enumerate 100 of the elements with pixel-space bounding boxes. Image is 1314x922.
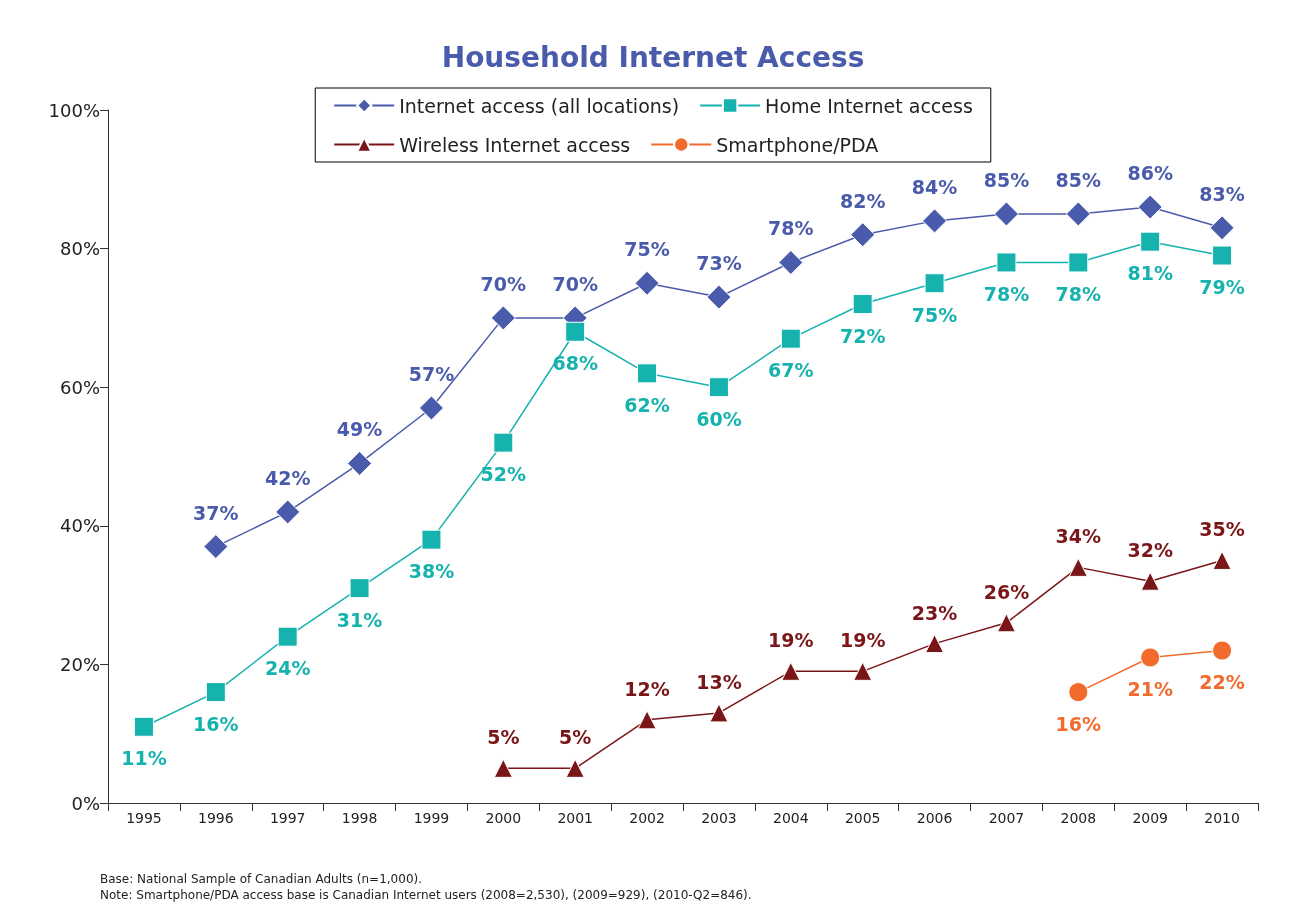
- y-tick-label: 100%: [48, 99, 100, 121]
- data-label: 60%: [696, 407, 742, 430]
- legend-label: Internet access (all locations): [399, 94, 680, 117]
- data-label: 79%: [1199, 276, 1245, 299]
- data-label: 24%: [264, 657, 311, 680]
- x-tick-label: 2005: [844, 810, 881, 826]
- data-label: 86%: [1127, 162, 1173, 185]
- data-label: 52%: [480, 463, 527, 486]
- x-tick-label: 2007: [988, 810, 1025, 826]
- data-label: 16%: [193, 712, 239, 735]
- data-label: 72%: [839, 324, 886, 347]
- x-tick-label: 2004: [772, 810, 809, 826]
- point: [565, 321, 586, 342]
- x-tick-label: 2006: [916, 810, 953, 826]
- data-label: 32%: [1127, 539, 1173, 562]
- data-label: 57%: [408, 362, 455, 385]
- point: [853, 661, 873, 681]
- point: [133, 716, 154, 737]
- data-label: 73%: [696, 252, 742, 275]
- point: [1140, 571, 1160, 591]
- data-label: 78%: [1055, 282, 1102, 305]
- point: [925, 634, 945, 654]
- y-tick-label: 40%: [59, 515, 100, 537]
- point: [1209, 215, 1235, 241]
- data-label: 85%: [983, 168, 1030, 191]
- point: [418, 395, 444, 421]
- point: [203, 534, 229, 560]
- point: [778, 249, 804, 275]
- data-label: 19%: [839, 629, 886, 652]
- point: [421, 529, 442, 550]
- point: [852, 294, 873, 315]
- data-label: 62%: [624, 393, 670, 416]
- data-label: 12%: [624, 677, 670, 700]
- point: [493, 432, 514, 453]
- point: [996, 613, 1016, 633]
- point: [634, 270, 660, 296]
- x-tick-label: 2008: [1060, 810, 1097, 826]
- text: Base: National Sample of Canadian Adults (n=1,000).: [100, 872, 423, 886]
- point: [347, 450, 373, 476]
- point: [706, 284, 732, 310]
- data-label: 13%: [696, 670, 742, 693]
- point: [637, 363, 658, 384]
- legend-label: Wireless Internet access: [399, 133, 631, 156]
- y-tick-label: 20%: [59, 653, 100, 675]
- data-label: 49%: [336, 418, 383, 441]
- x-tick-label: 2003: [701, 810, 737, 826]
- data-label: 70%: [552, 272, 598, 295]
- point: [275, 499, 301, 525]
- data-label: 38%: [408, 560, 455, 583]
- data-label: 37%: [193, 501, 239, 524]
- data-label: 81%: [1127, 262, 1173, 285]
- point: [1068, 557, 1088, 577]
- x-tick-label: 2010: [1204, 810, 1240, 826]
- data-label: 34%: [1055, 525, 1102, 548]
- data-label: 23%: [911, 601, 958, 624]
- point: [850, 222, 876, 248]
- x-tick-label: 2000: [485, 810, 522, 826]
- x-tick-label: 1996: [197, 810, 234, 826]
- point: [922, 208, 948, 234]
- point: [709, 703, 729, 723]
- point: [993, 201, 1019, 227]
- data-label: 5%: [559, 726, 592, 749]
- legend-label: Home Internet access: [765, 94, 973, 117]
- legend-label: Smartphone/PDA: [716, 133, 879, 156]
- point: [996, 252, 1017, 273]
- point: [1212, 245, 1233, 266]
- x-tick-label: 1998: [341, 810, 378, 826]
- point: [1137, 194, 1163, 220]
- point: [277, 626, 298, 647]
- data-label: 31%: [336, 608, 383, 631]
- point: [924, 273, 945, 294]
- data-label: 67%: [768, 359, 814, 382]
- data-label: 84%: [911, 175, 958, 198]
- point: [1212, 640, 1233, 661]
- data-label: 68%: [552, 352, 598, 375]
- point: [205, 682, 226, 703]
- data-label: 83%: [1199, 182, 1245, 205]
- point: [1068, 682, 1089, 703]
- point: [490, 305, 516, 331]
- data-label: 82%: [839, 189, 886, 212]
- point: [493, 758, 513, 778]
- y-tick-label: 80%: [59, 238, 100, 260]
- point: [637, 710, 657, 730]
- point: [708, 377, 729, 398]
- x-tick-label: 2009: [1132, 810, 1169, 826]
- point: [1068, 252, 1089, 273]
- text: Note: Smartphone/PDA access base is Canadian Internet users (2008=2,530), (2009=929), (2010-Q2=846).: [100, 888, 752, 902]
- y-tick-label: 60%: [59, 376, 100, 398]
- data-label: 11%: [121, 747, 167, 770]
- data-label: 42%: [264, 466, 311, 489]
- data-label: 85%: [1055, 168, 1102, 191]
- x-tick-label: 2002: [629, 810, 665, 826]
- data-label: 75%: [624, 238, 670, 261]
- chart-title: Household Internet Access: [441, 40, 865, 74]
- data-label: 16%: [1055, 712, 1102, 735]
- data-label: 75%: [911, 303, 958, 326]
- point: [1140, 231, 1161, 252]
- x-tick-label: 2001: [557, 810, 594, 826]
- x-tick-label: 1997: [269, 810, 306, 826]
- data-label: 78%: [983, 282, 1030, 305]
